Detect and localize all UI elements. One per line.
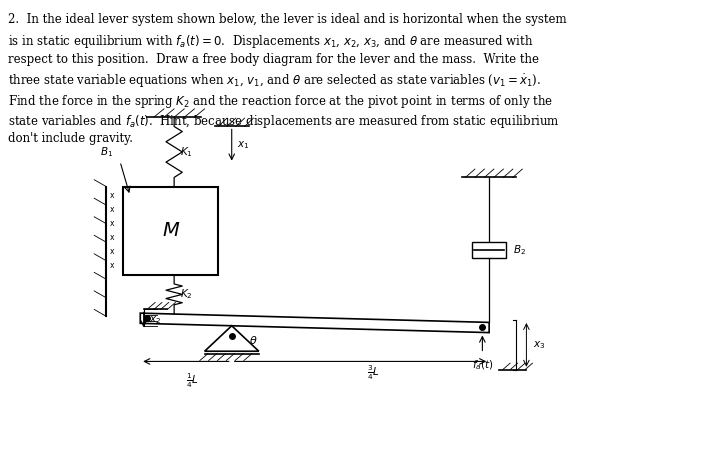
Text: $\frac{1}{4}L$: $\frac{1}{4}L$ bbox=[186, 371, 199, 390]
Text: x: x bbox=[110, 219, 114, 228]
Text: x: x bbox=[110, 261, 114, 270]
Text: $f_a(t)$: $f_a(t)$ bbox=[472, 358, 494, 372]
Text: Find the force in the spring $K_2$ and the reaction force at the pivot point in : Find the force in the spring $K_2$ and t… bbox=[8, 93, 553, 110]
Text: x: x bbox=[110, 233, 114, 242]
Text: is in static equilibrium with $f_a(t) = 0$.  Displacements $x_1$, $x_2$, $x_3$, : is in static equilibrium with $f_a(t) = … bbox=[8, 33, 533, 50]
Text: 2.  In the ideal lever system shown below, the lever is ideal and is horizontal : 2. In the ideal lever system shown below… bbox=[8, 13, 567, 26]
Text: state variables and $f_a(t)$.  Hint, because displacements are measured from sta: state variables and $f_a(t)$. Hint, beca… bbox=[8, 113, 560, 130]
Text: $x_1$: $x_1$ bbox=[237, 139, 250, 151]
Text: $\theta$: $\theta$ bbox=[249, 334, 257, 346]
Text: $K_2$: $K_2$ bbox=[179, 288, 192, 302]
Text: x: x bbox=[110, 206, 114, 214]
Text: three state variable equations when $x_1$, $v_1$, and $\theta$ are selected as s: three state variable equations when $x_1… bbox=[8, 73, 541, 90]
Text: $\frac{3}{4}L$: $\frac{3}{4}L$ bbox=[367, 364, 381, 382]
Text: $B_1$: $B_1$ bbox=[100, 145, 113, 159]
Text: $B_2$: $B_2$ bbox=[513, 243, 526, 257]
Polygon shape bbox=[205, 326, 259, 351]
Text: don't include gravity.: don't include gravity. bbox=[8, 132, 133, 145]
Text: respect to this position.  Draw a free body diagram for the lever and the mass. : respect to this position. Draw a free bo… bbox=[8, 53, 539, 66]
Text: $x_3$: $x_3$ bbox=[533, 339, 545, 351]
Polygon shape bbox=[472, 241, 506, 258]
Text: $M$: $M$ bbox=[162, 222, 180, 240]
Polygon shape bbox=[140, 313, 489, 333]
Text: $x_2$: $x_2$ bbox=[149, 314, 161, 326]
Polygon shape bbox=[123, 187, 218, 274]
Text: x: x bbox=[110, 192, 114, 200]
Text: $K_1$: $K_1$ bbox=[179, 145, 192, 159]
Text: x: x bbox=[110, 247, 114, 256]
